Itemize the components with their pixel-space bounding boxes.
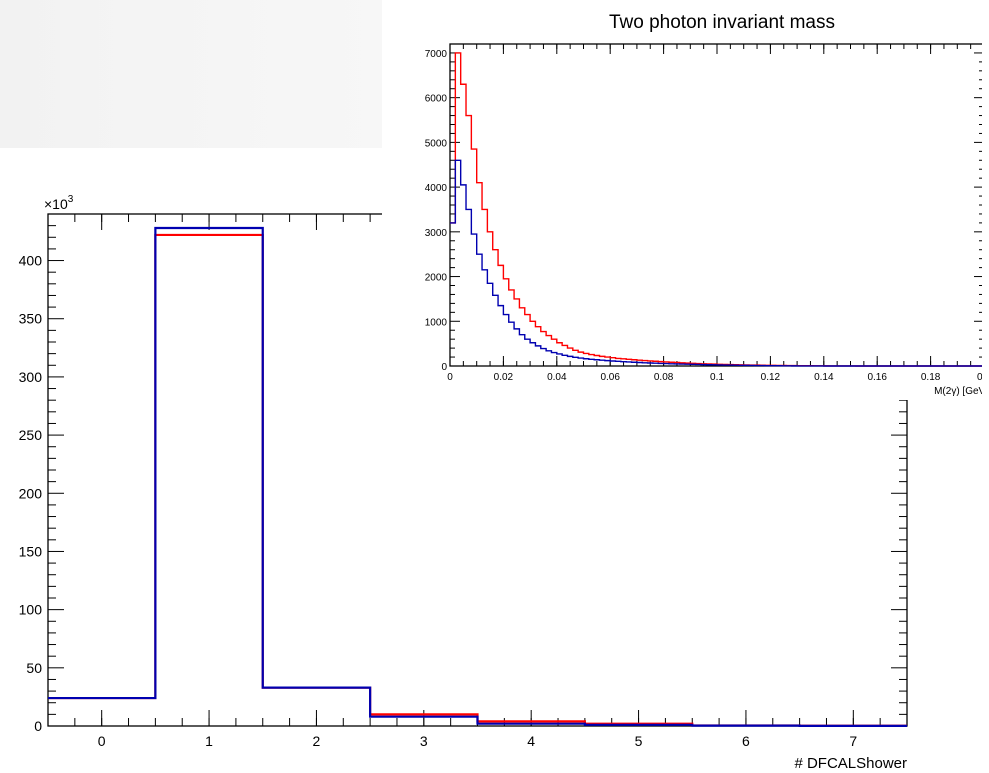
inset-x-tick-label: 0.14 [814, 372, 834, 383]
main-x-tick-label: 5 [635, 733, 643, 749]
inset-y-tick-label: 5000 [425, 138, 448, 149]
inset-title: Two photon invariant mass [609, 12, 835, 33]
main-y-exponent-power: 3 [68, 194, 74, 205]
inset-y-tick-label: 4000 [425, 183, 448, 194]
main-y-tick-label: 100 [19, 602, 43, 618]
inset-x-tick-label: 0.18 [921, 372, 941, 383]
inset-x-tick-label: 0.12 [761, 372, 781, 383]
main-y-tick-label: 350 [19, 311, 43, 327]
main-x-tick-label: 2 [313, 733, 321, 749]
main-y-exponent-base: ×10 [44, 196, 68, 212]
main-x-tick-label: 1 [205, 733, 213, 749]
main-y-exponent-label: ×103 [44, 194, 74, 212]
inset-canvas [382, 0, 982, 400]
main-y-tick-label: 250 [19, 427, 43, 443]
main-y-tick-label: 0 [34, 718, 42, 734]
main-y-tick-label: 200 [19, 485, 43, 501]
inset-x-axis-label: M(2γ) [GeV] [934, 386, 982, 397]
inset-y-tick-label: 2000 [425, 273, 448, 284]
inset-x-tick-label: 0.08 [654, 372, 674, 383]
inset-x-tick-label: 0.02 [494, 372, 514, 383]
inset-y-tick-label: 7000 [425, 49, 448, 60]
inset-x-tick-label: 0.1 [710, 372, 724, 383]
main-y-tick-label: 300 [19, 369, 43, 385]
main-x-tick-label: 3 [420, 733, 428, 749]
background-shade [0, 0, 382, 148]
inset-y-tick-label: 3000 [425, 228, 448, 239]
inset-x-tick-label: 0.2 [977, 372, 982, 383]
main-x-tick-label: 6 [742, 733, 750, 749]
main-x-axis-label: # DFCALShower [794, 755, 907, 772]
main-x-tick-label: 4 [527, 733, 535, 749]
inset-x-tick-label: 0.06 [600, 372, 620, 383]
main-x-tick-label: 0 [98, 733, 106, 749]
inset-y-tick-label: 1000 [425, 317, 448, 328]
inset-series-1-line [450, 159, 982, 367]
inset-y-tick-label: 6000 [425, 94, 448, 105]
main-x-tick-label: 7 [849, 733, 857, 749]
inset-x-tick-label: 0 [447, 372, 453, 383]
main-series-1-line [48, 226, 907, 727]
inset-x-tick-label: 0.16 [867, 372, 887, 383]
main-y-tick-label: 50 [26, 660, 42, 676]
inset-y-tick-label: 0 [441, 362, 447, 373]
main-y-tick-label: 150 [19, 543, 43, 559]
main-y-tick-label: 400 [19, 253, 43, 269]
inset-histogram: Two photon invariant mass 0 1000 2000 3000 40… [382, 0, 982, 400]
inset-x-tick-label: 0.04 [547, 372, 567, 383]
